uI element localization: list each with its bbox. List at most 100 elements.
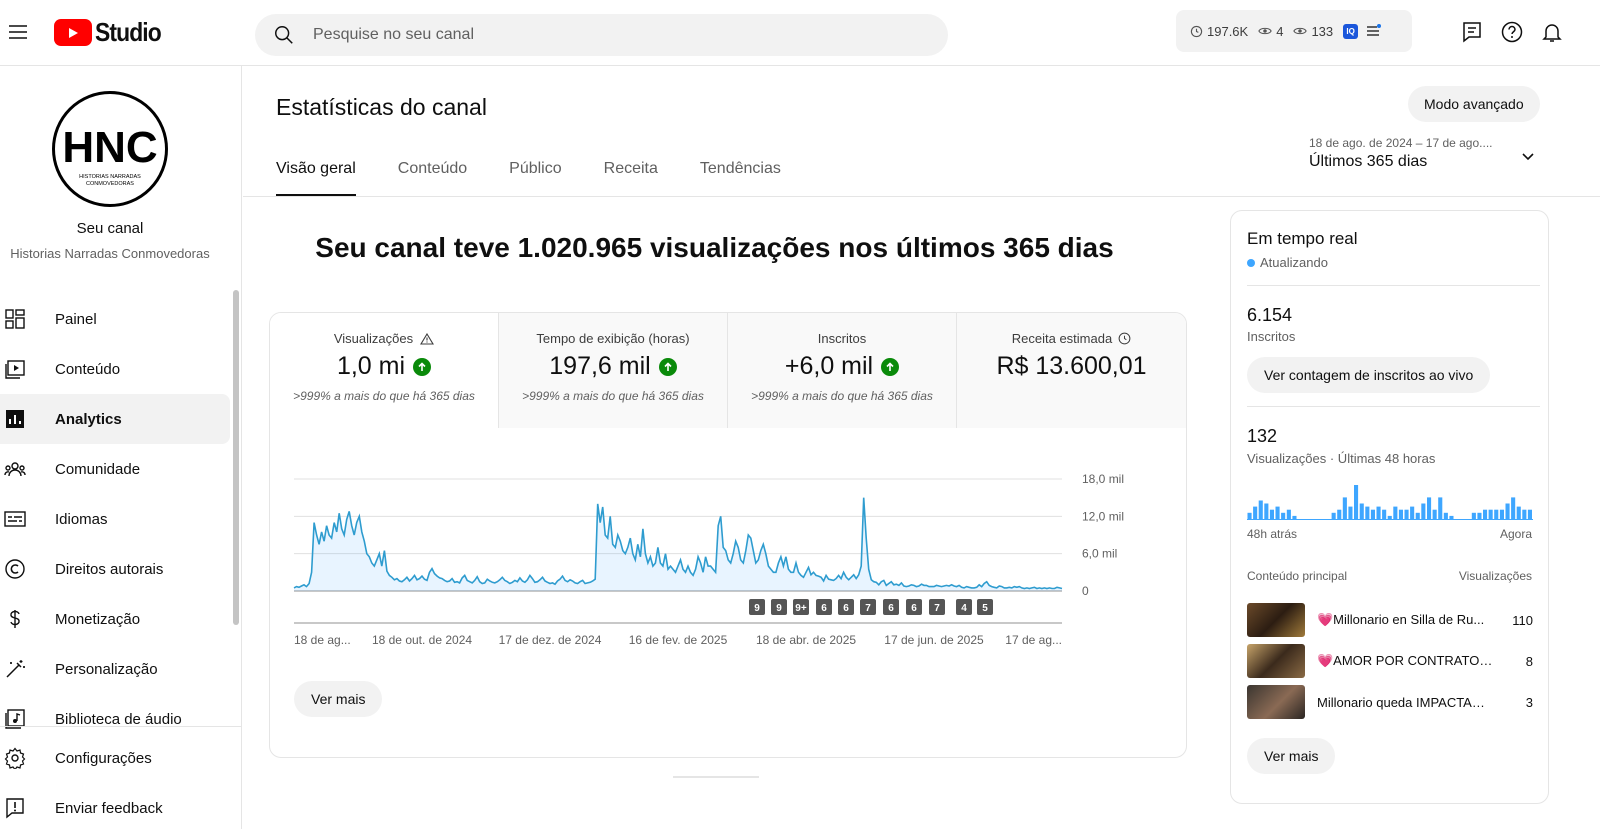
live-subscriber-count-button[interactable]: Ver contagem de inscritos ao vivo bbox=[1247, 357, 1491, 393]
event-marker[interactable] bbox=[816, 599, 832, 615]
event-marker[interactable] bbox=[838, 599, 854, 615]
search-input[interactable] bbox=[313, 26, 873, 44]
help-icon[interactable] bbox=[1500, 20, 1524, 44]
event-marker[interactable] bbox=[749, 599, 765, 615]
extension-stats-pill[interactable]: 197.6K 4 133 IQ bbox=[1176, 10, 1412, 52]
date-range-text: 18 de ago. de 2024 – 17 de ago.... bbox=[1309, 136, 1493, 150]
axis-left-label: 48h atrás bbox=[1247, 527, 1298, 541]
realtime-views-bar-chart[interactable] bbox=[1247, 481, 1533, 521]
sidebar-bottom: Configurações Enviar feedback bbox=[0, 726, 242, 833]
realtime-bar bbox=[1253, 506, 1258, 519]
sidebar-item-enviar-feedback[interactable]: Enviar feedback bbox=[0, 783, 242, 833]
event-marker-label: 9 bbox=[776, 603, 782, 614]
notifications-bell-icon[interactable] bbox=[1540, 20, 1564, 44]
your-channel-label: Seu canal bbox=[76, 220, 144, 237]
event-marker[interactable] bbox=[956, 599, 972, 615]
create-post-icon[interactable] bbox=[1460, 20, 1484, 44]
tab-publico[interactable]: Público bbox=[509, 160, 562, 177]
search-box[interactable] bbox=[255, 14, 948, 56]
arrow-up-icon bbox=[413, 357, 432, 376]
sidebar-scrollbar[interactable] bbox=[233, 290, 239, 625]
search-icon bbox=[275, 26, 293, 44]
page-title: Estatísticas do canal bbox=[276, 94, 487, 120]
event-marker[interactable] bbox=[929, 599, 945, 615]
metric-subscribers[interactable]: Inscritos +6,0 mil >999% a mais do que h… bbox=[728, 313, 957, 428]
sidebar-item-conteudo[interactable]: Conteúdo bbox=[0, 344, 230, 394]
top-content-row[interactable]: 💗AMOR POR CONTRATO ¡M... 8 bbox=[1247, 644, 1533, 678]
event-marker[interactable] bbox=[977, 599, 993, 615]
realtime-see-more-button[interactable]: Ver mais bbox=[1247, 738, 1336, 774]
realtime-bar bbox=[1404, 509, 1409, 519]
extension-logo-icon[interactable]: IQ bbox=[1343, 23, 1359, 39]
date-range-picker[interactable]: 18 de ago. de 2024 – 17 de ago.... Últim… bbox=[1309, 136, 1549, 171]
realtime-bar bbox=[1354, 485, 1359, 519]
realtime-bar bbox=[1337, 509, 1342, 519]
sidebar-nav: Painel Conteúdo Analytics Comunidade Idi… bbox=[0, 294, 230, 744]
realtime-views-label: Visualizações · Últimas 48 horas bbox=[1247, 451, 1436, 466]
realtime-bar bbox=[1527, 509, 1532, 519]
event-marker[interactable] bbox=[793, 599, 809, 615]
realtime-status: Atualizando bbox=[1247, 255, 1328, 270]
realtime-bar bbox=[1275, 506, 1280, 519]
metric-revenue[interactable]: Receita estimada R$ 13.600,01 bbox=[957, 313, 1186, 428]
top-content-row[interactable]: 💗Millonario en Silla de Ru... 110 bbox=[1247, 603, 1533, 637]
live-dot-icon bbox=[1247, 258, 1255, 267]
tab-receita[interactable]: Receita bbox=[603, 160, 658, 177]
see-more-button[interactable]: Ver mais bbox=[294, 681, 383, 717]
metric-views[interactable]: Visualizações 1,0 mi >999% a mais do que… bbox=[270, 313, 499, 428]
event-marker[interactable] bbox=[771, 599, 787, 615]
y-tick-label: 18,0 mil bbox=[1082, 472, 1124, 486]
views-stat-b: 133 bbox=[1293, 24, 1333, 39]
sidebar-item-personalizacao[interactable]: Personalização bbox=[0, 644, 230, 694]
realtime-bar bbox=[1370, 509, 1375, 519]
top-content-row[interactable]: Millonario queda IMPACTADO... 3 bbox=[1247, 685, 1533, 719]
axis-right-label: Agora bbox=[1499, 527, 1532, 541]
settings-icon bbox=[4, 747, 26, 769]
top-bar: Studio 197.6K 4 133 IQ bbox=[0, 0, 1600, 66]
event-marker-label: 4 bbox=[961, 603, 967, 614]
sidebar-item-analytics[interactable]: Analytics bbox=[0, 394, 230, 444]
sidebar-item-painel[interactable]: Painel bbox=[0, 294, 230, 344]
arrow-up-icon bbox=[658, 357, 677, 376]
subscribers-count: 6.154 bbox=[1247, 305, 1293, 325]
event-marker-label: 6 bbox=[888, 603, 894, 614]
realtime-bar bbox=[1393, 506, 1398, 519]
eye-icon bbox=[1258, 27, 1272, 35]
event-marker[interactable] bbox=[860, 599, 876, 615]
realtime-bar bbox=[1387, 515, 1392, 519]
x-tick-label: 18 de out. de 2024 bbox=[372, 633, 472, 647]
x-tick-label: 17 de dez. de 2024 bbox=[499, 633, 602, 647]
sidebar-item-idiomas[interactable]: Idiomas bbox=[0, 494, 230, 544]
sidebar-item-direitos-autorais[interactable]: Direitos autorais bbox=[0, 544, 230, 594]
realtime-title: Em tempo real bbox=[1247, 229, 1358, 248]
channel-avatar[interactable]: HNC HISTORIAS NARRADAS CONMOVEDORAS bbox=[52, 91, 168, 207]
realtime-bar bbox=[1488, 509, 1493, 519]
realtime-bar bbox=[1471, 512, 1476, 519]
realtime-bar bbox=[1348, 506, 1353, 519]
list-icon[interactable] bbox=[1366, 24, 1382, 38]
advanced-mode-button[interactable]: Modo avançado bbox=[1408, 86, 1540, 122]
hamburger-menu-icon[interactable] bbox=[6, 20, 30, 44]
realtime-bar bbox=[1516, 506, 1521, 519]
main-content: Estatísticas do canal Modo avançado Visã… bbox=[243, 66, 1600, 829]
event-marker-label: 9+ bbox=[795, 603, 807, 614]
views-area-chart[interactable]: 18,0 mil 12,0 mil 6,0 mil 0 9 9 9+ 6 6 7 6 6 7 4 5 18 d… bbox=[270, 453, 1187, 703]
tab-visao-geral[interactable]: Visão geral bbox=[276, 150, 356, 197]
svg-text:HNC: HNC bbox=[62, 123, 157, 172]
y-tick-label: 0 bbox=[1082, 584, 1089, 598]
event-marker[interactable] bbox=[906, 599, 922, 615]
sidebar-item-configuracoes[interactable]: Configurações bbox=[0, 733, 242, 783]
metric-watch-time[interactable]: Tempo de exibição (horas) 197,6 mil >999… bbox=[499, 313, 728, 428]
summary-headline: Seu canal teve 1.020.965 visualizações n… bbox=[315, 232, 1114, 263]
event-marker[interactable] bbox=[883, 599, 899, 615]
realtime-bar bbox=[1258, 500, 1263, 519]
tab-tendencias[interactable]: Tendências bbox=[699, 160, 781, 177]
sidebar-item-monetizacao[interactable]: Monetização bbox=[0, 594, 230, 644]
realtime-bar bbox=[1359, 503, 1364, 519]
svg-text:HISTORIAS NARRADAS: HISTORIAS NARRADAS bbox=[79, 174, 141, 180]
sidebar-item-comunidade[interactable]: Comunidade bbox=[0, 444, 230, 494]
tab-conteudo[interactable]: Conteúdo bbox=[397, 160, 468, 177]
youtube-studio-logo[interactable]: Studio bbox=[54, 17, 170, 48]
realtime-bar bbox=[1342, 497, 1347, 519]
x-tick-label: 18 de ag... bbox=[294, 633, 351, 647]
